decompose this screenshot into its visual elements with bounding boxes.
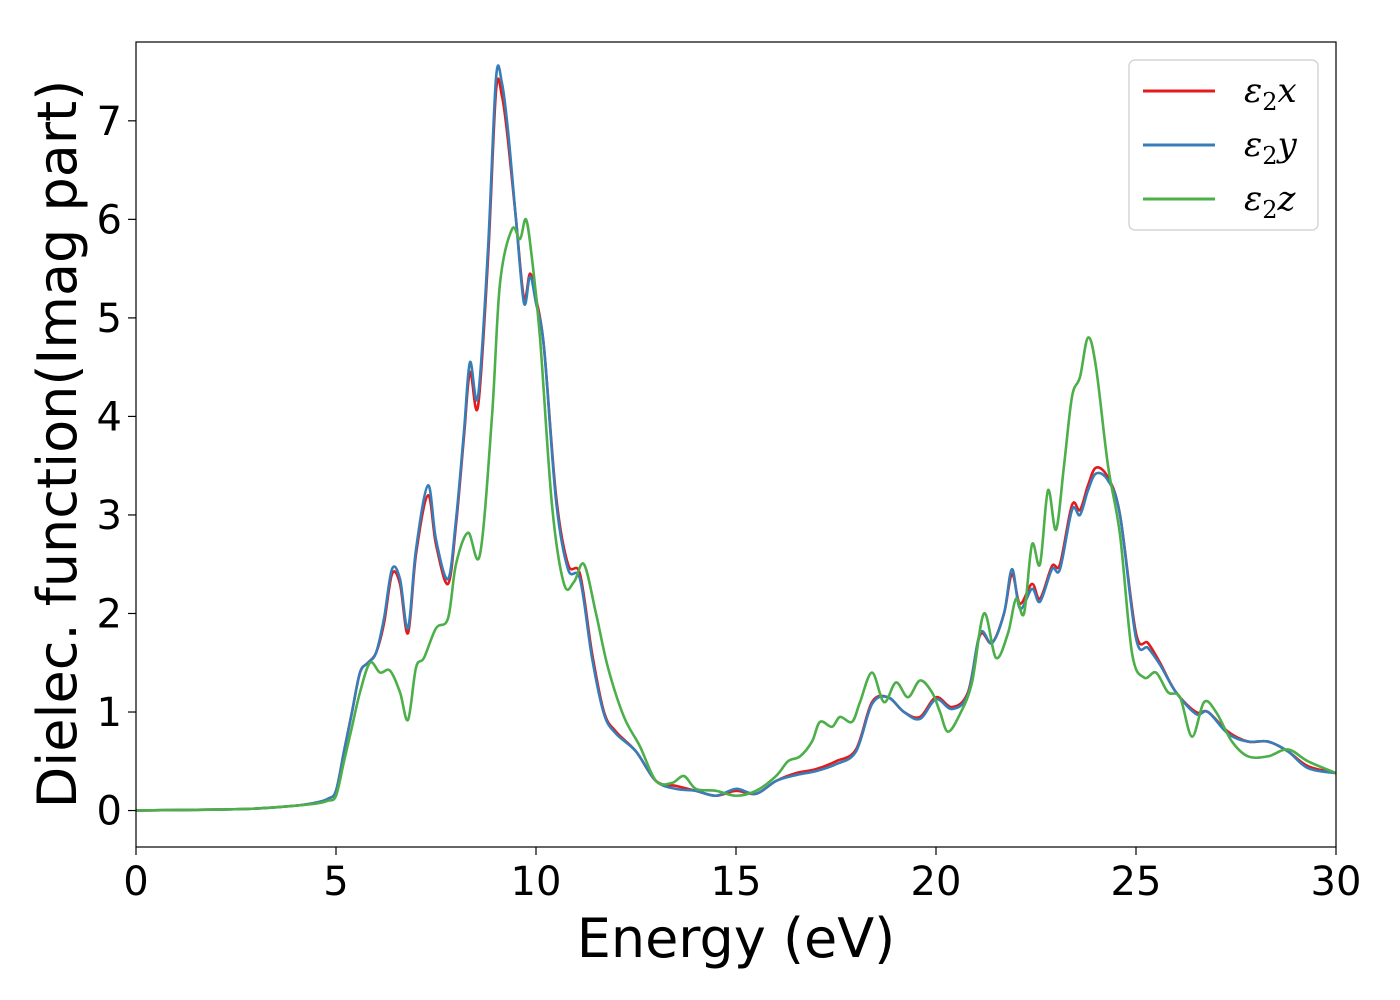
legend-box — [1128, 59, 1319, 231]
y-axis: 0 1 2 3 4 5 6 7 — [97, 99, 136, 835]
y-tick-label: 4 — [97, 394, 122, 440]
y-tick-label: 3 — [97, 493, 122, 539]
x-tick-label: 0 — [123, 859, 148, 905]
series-layer — [135, 64, 1337, 812]
y-tick-label: 2 — [97, 591, 122, 637]
x-tick-label: 15 — [711, 859, 762, 905]
y-tick-label: 0 — [97, 789, 122, 835]
legend-label-x: ε2x — [1244, 71, 1297, 116]
x-tick-label: 20 — [911, 859, 962, 905]
x-tick-label: 30 — [1311, 859, 1362, 905]
legend-label-y: ε2y — [1244, 125, 1298, 170]
y-tick-label: 1 — [97, 690, 122, 736]
legend: ε2x ε2y ε2z — [1128, 59, 1319, 231]
y-tick-label: 5 — [97, 296, 122, 342]
y-tick-label: 6 — [97, 197, 122, 243]
y-axis-label: Dielec. function(Imag part) — [26, 80, 89, 809]
y-tick-label: 7 — [97, 99, 122, 145]
x-tick-label: 10 — [511, 859, 562, 905]
x-axis: 0 5 10 15 20 25 30 — [123, 847, 1361, 905]
x-tick-label: 5 — [323, 859, 348, 905]
series-line-z — [135, 217, 1337, 812]
x-tick-label: 25 — [1111, 859, 1162, 905]
x-axis-label: Energy (eV) — [577, 907, 896, 970]
legend-label-z: ε2z — [1244, 179, 1297, 224]
